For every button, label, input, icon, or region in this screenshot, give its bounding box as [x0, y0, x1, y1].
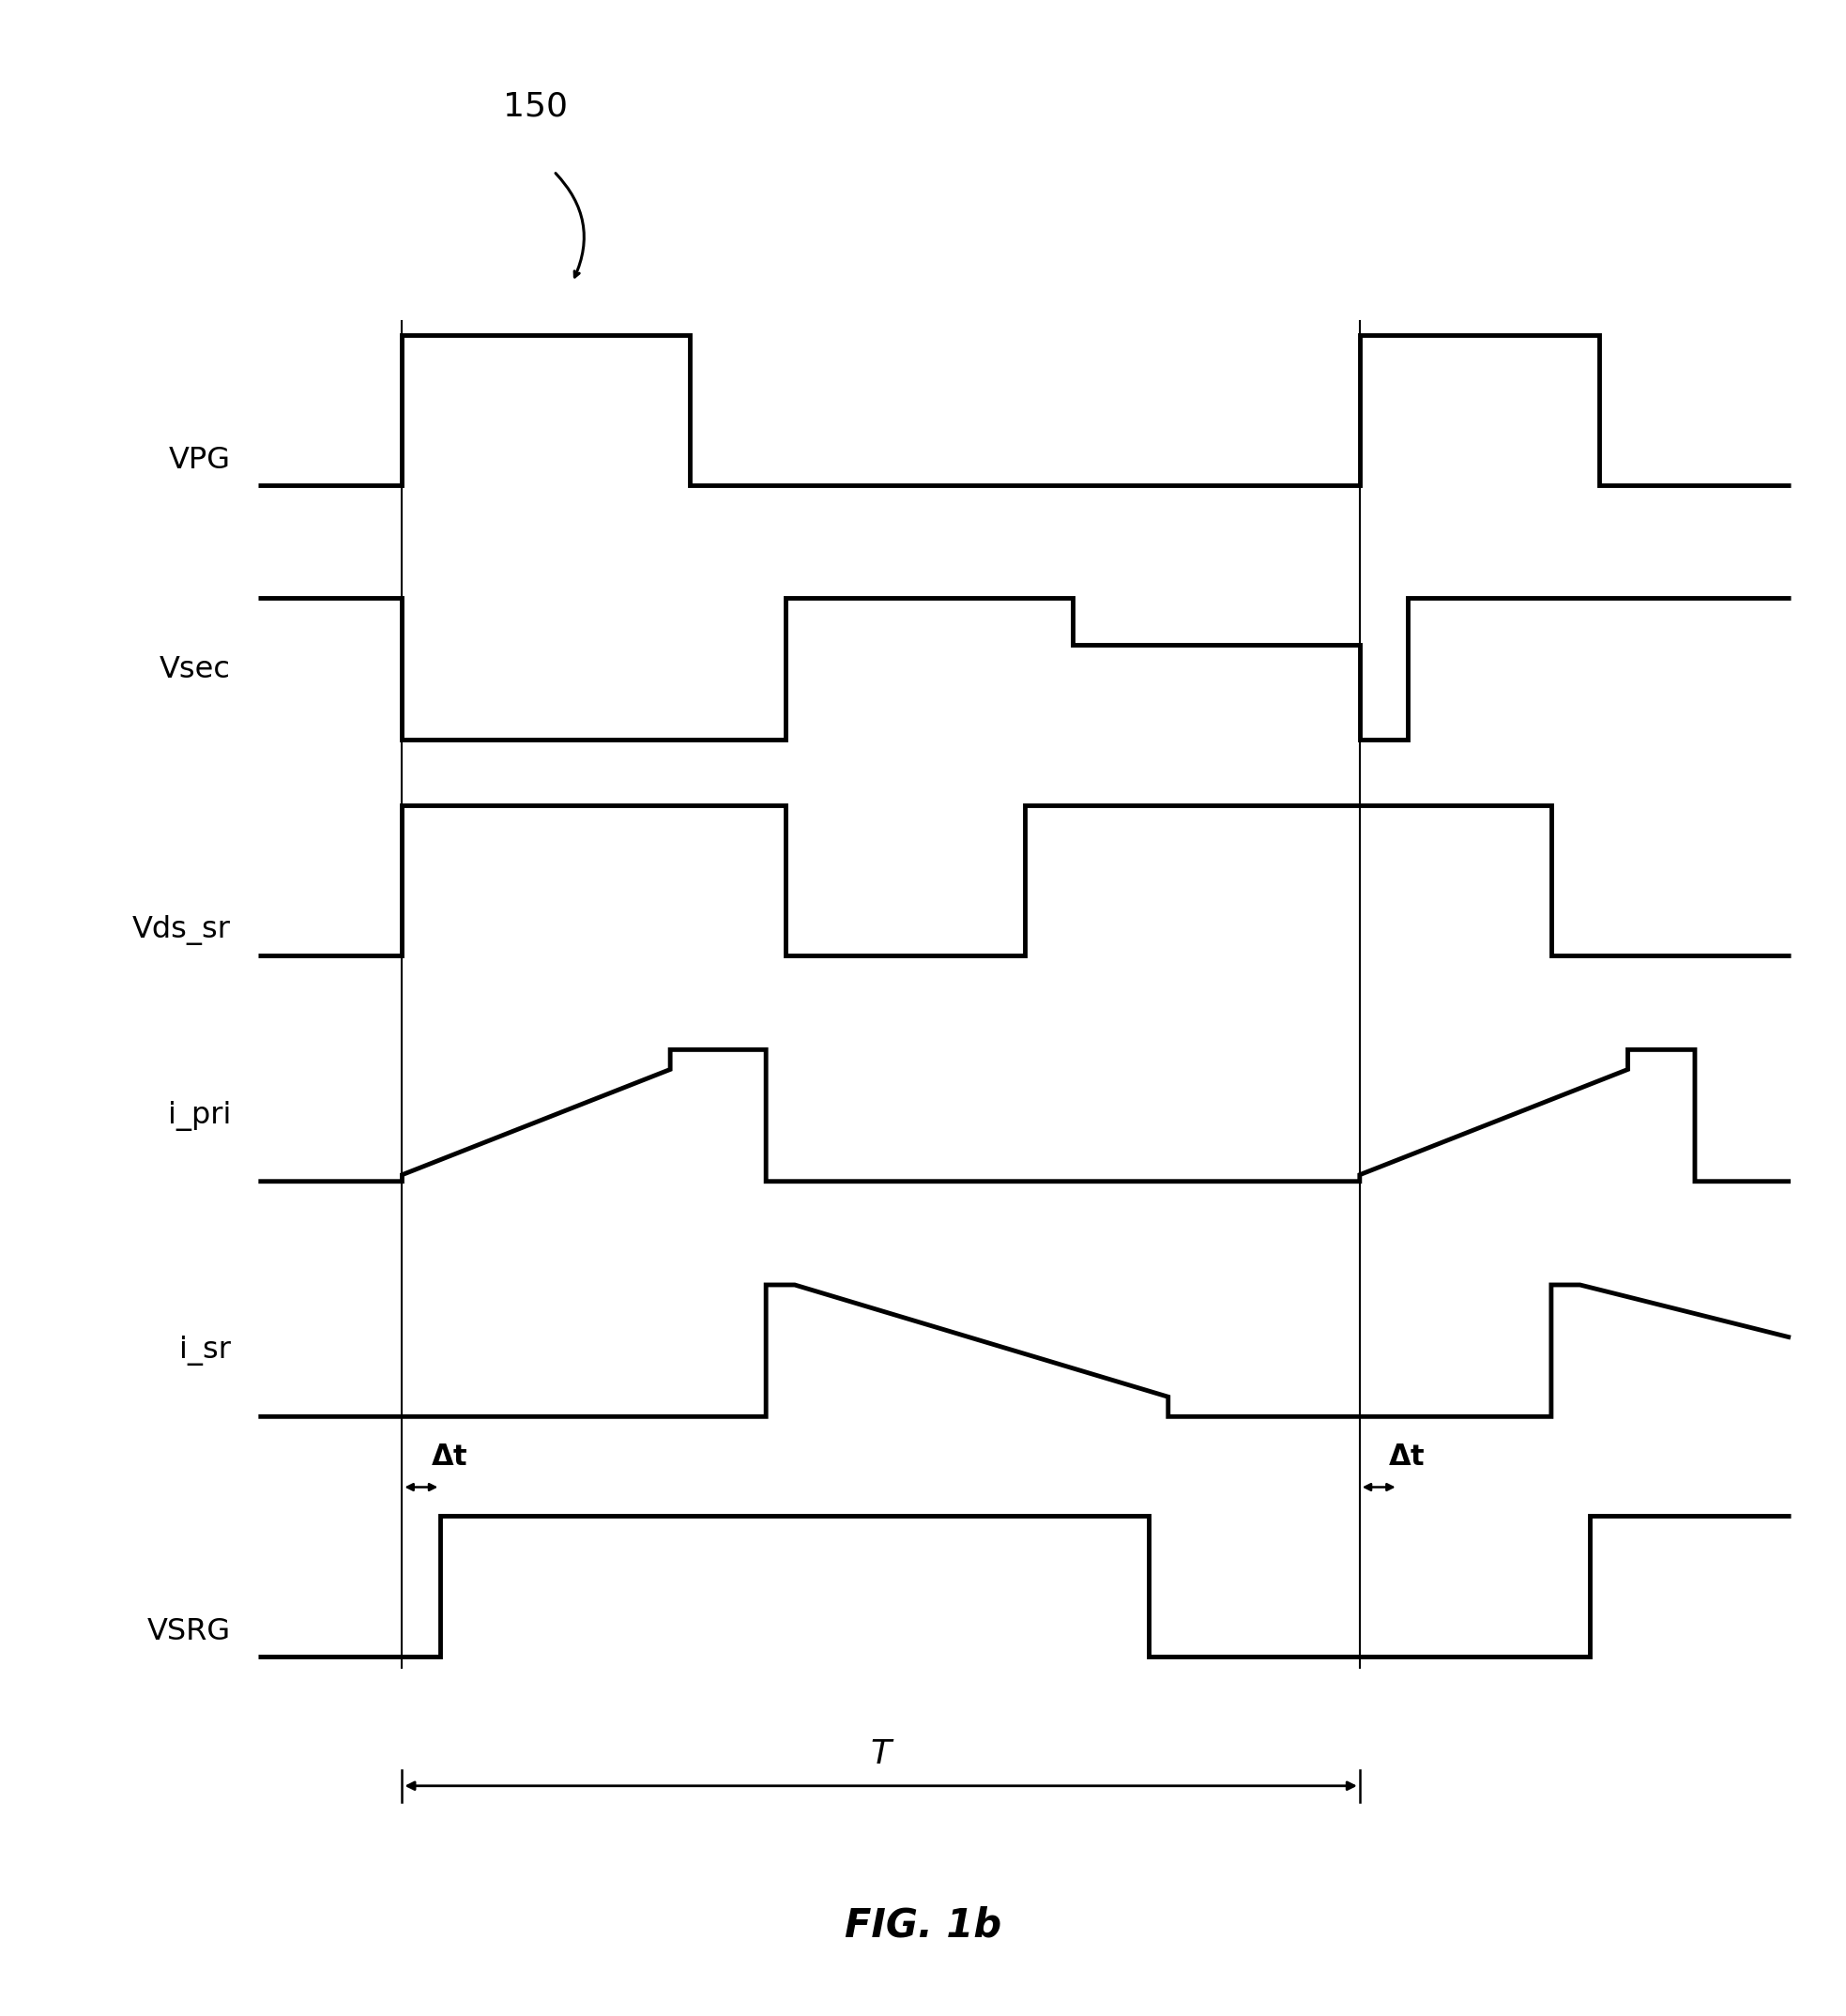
Text: VSRG: VSRG	[148, 1617, 231, 1647]
Text: Vsec: Vsec	[159, 655, 231, 683]
Text: VPG: VPG	[168, 446, 231, 476]
Text: i_pri: i_pri	[168, 1101, 231, 1131]
Text: 150: 150	[502, 91, 569, 123]
Text: Vds_sr: Vds_sr	[133, 915, 231, 946]
Text: $\mathbf{\Delta t}$: $\mathbf{\Delta t}$	[430, 1443, 467, 1472]
Text: T: T	[871, 1738, 892, 1770]
Text: FIG. 1b: FIG. 1b	[845, 1905, 1001, 1945]
Text: $\mathbf{\Delta t}$: $\mathbf{\Delta t}$	[1388, 1443, 1425, 1472]
Text: i_sr: i_sr	[179, 1337, 231, 1365]
